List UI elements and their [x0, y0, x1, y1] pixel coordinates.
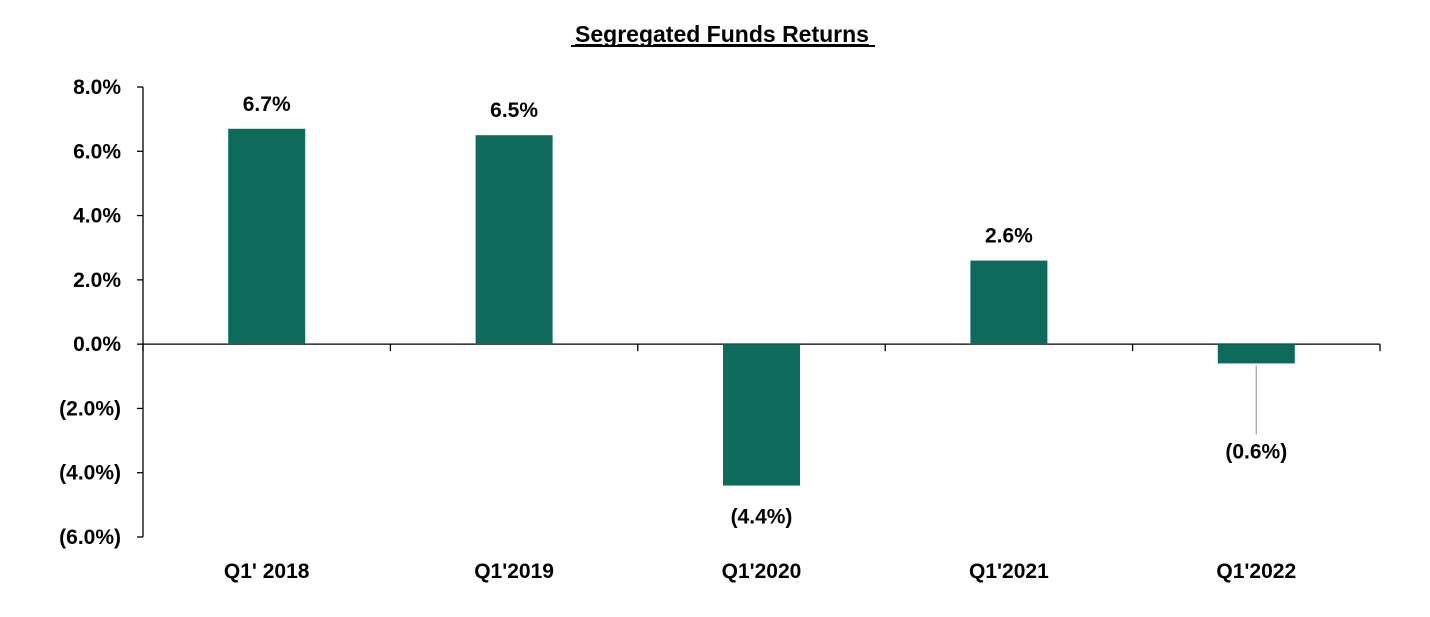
- data-label: (4.4%): [731, 506, 793, 529]
- x-tick-label: Q1' 2018: [224, 560, 310, 583]
- y-tick-label: 8.0%: [73, 76, 121, 99]
- data-label: 6.5%: [490, 99, 538, 122]
- data-label: 2.6%: [985, 225, 1033, 248]
- y-tick-label: 2.0%: [73, 269, 121, 292]
- y-tick-label: 4.0%: [73, 205, 121, 228]
- x-axis: Q1' 2018 Q1'2019 Q1'2020 Q1'2021 Q1'2022: [142, 343, 1381, 583]
- x-tick-label: Q1'2019: [474, 560, 554, 583]
- x-tick-label: Q1'2022: [1216, 560, 1296, 583]
- y-axis: 8.0% 6.0% 4.0% 2.0% 0.0% (2.0%) (4.0%) (6.0%): [59, 76, 144, 549]
- x-tick-label: Q1'2020: [722, 560, 802, 583]
- bar: [475, 135, 553, 345]
- y-tick-label: 0.0%: [73, 333, 121, 356]
- y-tick-label: (6.0%): [59, 526, 121, 549]
- bar: [970, 260, 1048, 345]
- bar: [228, 128, 306, 345]
- chart-title: Segregated Funds Returns: [575, 21, 869, 47]
- y-tick-label: 6.0%: [73, 140, 121, 163]
- y-tick-label: (2.0%): [59, 397, 121, 420]
- bar: [1217, 344, 1295, 364]
- bar: [723, 344, 800, 486]
- data-label: (0.6%): [1225, 440, 1287, 463]
- y-tick-label: (4.0%): [59, 462, 121, 485]
- data-label: 6.7%: [243, 93, 291, 116]
- data-labels: 6.7% 6.5% (4.4%) 2.6% (0.6%): [243, 93, 1287, 529]
- x-tick-label: Q1'2021: [969, 560, 1049, 583]
- bars: [228, 128, 1295, 486]
